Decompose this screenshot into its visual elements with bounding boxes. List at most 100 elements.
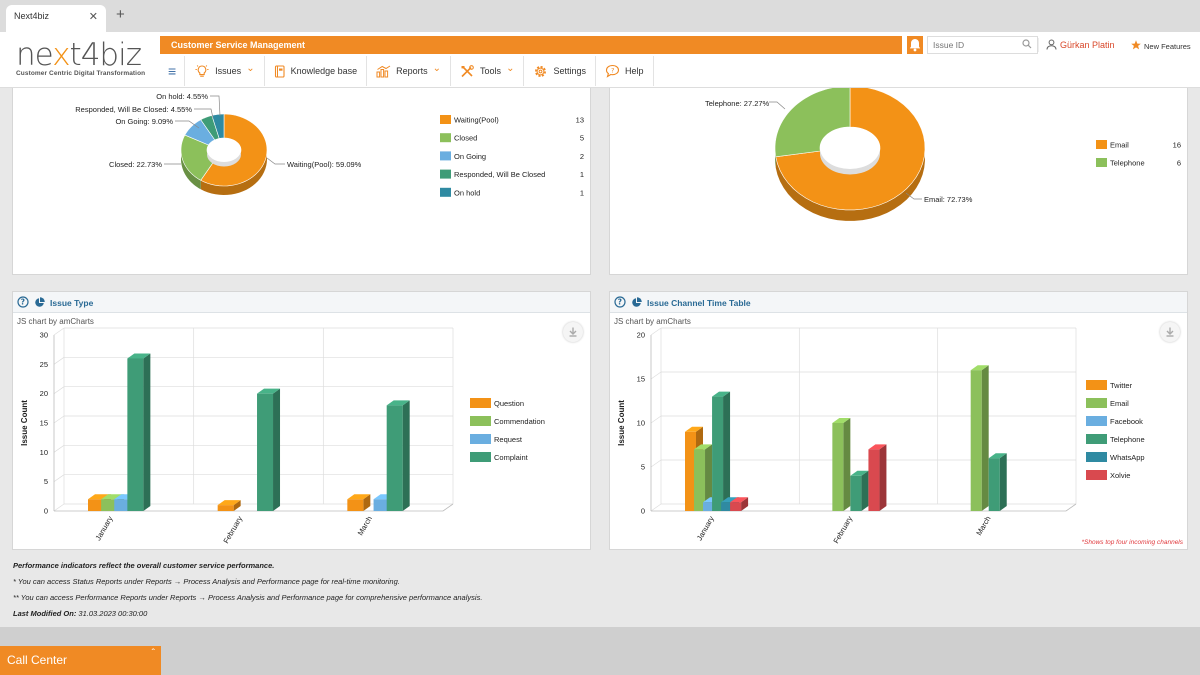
- logo-wordmark: next4biz: [16, 37, 142, 73]
- chevron-down-icon: ⌄: [432, 63, 442, 74]
- bar: [703, 502, 715, 511]
- legend-value: 6: [1177, 159, 1181, 168]
- bar-side: [233, 500, 241, 511]
- help-icon[interactable]: ?: [614, 296, 626, 308]
- nav-item-reports[interactable]: Reports ⌄: [367, 56, 452, 86]
- svg-text:?: ?: [21, 298, 25, 307]
- bar: [850, 475, 862, 511]
- slice-label: Telephone: 27.27%: [705, 99, 770, 108]
- y-axis-title: Issue Count: [20, 400, 29, 446]
- nav-item-knowledge-base-label: Knowledge base: [290, 66, 358, 76]
- status-donut-chart: On hold: 4.55% Responded, Will Be Closed:…: [75, 92, 584, 197]
- export-download-button[interactable]: [1160, 322, 1180, 342]
- legend-swatch: [1086, 398, 1107, 408]
- nav-item-knowledge-base[interactable]: Knowledge base: [265, 56, 368, 86]
- bar-side: [273, 388, 281, 511]
- slice-label-leader: [266, 157, 285, 165]
- module-bar: Customer Service Management: [160, 36, 902, 54]
- gear-icon: [535, 65, 547, 77]
- browser-tab[interactable]: Next4biz ✕: [6, 5, 106, 32]
- y-tick-label: 20: [40, 389, 48, 398]
- legend-label: Commendation: [494, 417, 545, 426]
- app-header: next4biz Customer Centric Digital Transf…: [0, 32, 1200, 88]
- close-tab-icon[interactable]: ✕: [88, 11, 98, 23]
- donut-slice-wall: [181, 135, 201, 190]
- menu-toggle-icon[interactable]: ≡: [160, 56, 186, 86]
- download-icon: [1166, 327, 1174, 337]
- y-axis-title: Issue Count: [617, 400, 626, 446]
- gridline: [53, 386, 65, 394]
- browser-tab-title: Next4biz: [14, 11, 50, 21]
- bar: [217, 505, 234, 511]
- legend-label: Telephone: [1110, 159, 1145, 168]
- bar-top: [832, 418, 851, 423]
- issue-id-search-input[interactable]: [927, 36, 1038, 54]
- gridline: [650, 459, 662, 468]
- nav-item-help[interactable]: ? Help: [596, 56, 654, 86]
- nav-item-tools[interactable]: Tools ⌄: [451, 56, 525, 86]
- bar: [386, 405, 403, 511]
- bar: [712, 396, 724, 511]
- performance-notes: Performance indicators reflect the overa…: [13, 561, 482, 625]
- bar: [257, 393, 274, 511]
- bar-side: [402, 400, 410, 511]
- panel-title: Issue Type: [50, 298, 94, 308]
- export-download-button[interactable]: [563, 322, 583, 342]
- legend-swatch: [440, 169, 451, 179]
- module-title: Customer Service Management: [171, 40, 306, 50]
- gridline: [53, 445, 65, 453]
- legend-swatch: [470, 398, 491, 408]
- user-menu[interactable]: Gürkan Platin: [1046, 39, 1115, 50]
- notes-performance-reports: ** You can access Performance Reports un…: [13, 593, 483, 602]
- search-icon[interactable]: [1022, 39, 1032, 49]
- new-features-link[interactable]: New Features: [1131, 40, 1191, 51]
- legend-swatch: [470, 416, 491, 426]
- bar-side: [861, 470, 869, 511]
- issue-channel-panel: Telephone: 27.27% Email: 72.73% Email 16 Tel…: [609, 88, 1188, 275]
- new-tab-icon[interactable]: +: [116, 6, 125, 23]
- donut-hole: [820, 127, 880, 169]
- x-category-label: January: [93, 514, 114, 542]
- y-tick-label: 10: [637, 419, 645, 428]
- y-tick-label: 10: [40, 448, 48, 457]
- bar: [114, 499, 131, 511]
- main-nav: ≡ Issues ⌄ Knowledge base Reports ⌄ Tool…: [160, 56, 654, 86]
- bar-side: [705, 444, 713, 511]
- legend-label: Complaint: [494, 453, 529, 462]
- bar: [88, 499, 104, 511]
- divider: [1037, 38, 1039, 52]
- bar-top: [694, 444, 713, 450]
- legend-swatch: [470, 434, 491, 444]
- panel-title: Issue Channel Time Table: [647, 298, 751, 308]
- nav-item-issues-label: Issues: [215, 66, 242, 76]
- nav-item-settings[interactable]: Settings: [524, 56, 596, 86]
- bar-side: [741, 497, 749, 511]
- bar: [988, 458, 1000, 511]
- logo[interactable]: next4biz Customer Centric Digital Transf…: [16, 38, 148, 86]
- legend-label: Twitter: [1110, 381, 1133, 390]
- chevron-up-icon: ˆ: [151, 648, 155, 659]
- slice-label: On hold: 4.55%: [156, 92, 208, 101]
- legend-swatch: [1096, 140, 1107, 149]
- legend-value: 1: [580, 188, 584, 197]
- gridline: [650, 371, 662, 380]
- y-tick-label: 25: [40, 360, 48, 369]
- bar: [868, 449, 880, 511]
- new-features-label: New Features: [1144, 42, 1191, 51]
- legend-label: Request: [494, 435, 523, 444]
- chat-help-icon: ?: [605, 64, 620, 78]
- help-icon[interactable]: ?: [17, 296, 29, 308]
- browser-tab-bar: Next4biz ✕ +: [0, 0, 1200, 32]
- notification-bell-icon[interactable]: [907, 36, 923, 54]
- legend-label: Question: [494, 399, 524, 408]
- chevron-down-icon: ⌄: [506, 63, 515, 74]
- x-axis: [1065, 503, 1077, 512]
- last-modified: Last Modified On: 31.03.2023 00:30:00: [13, 609, 148, 618]
- bar-top: [970, 365, 989, 371]
- bar: [721, 502, 733, 511]
- gridline: [53, 503, 65, 512]
- bar: [685, 431, 696, 511]
- call-center-button[interactable]: Call Center ˆ: [0, 646, 161, 675]
- nav-item-issues[interactable]: Issues ⌄: [185, 56, 265, 86]
- legend-value: 1: [580, 170, 584, 179]
